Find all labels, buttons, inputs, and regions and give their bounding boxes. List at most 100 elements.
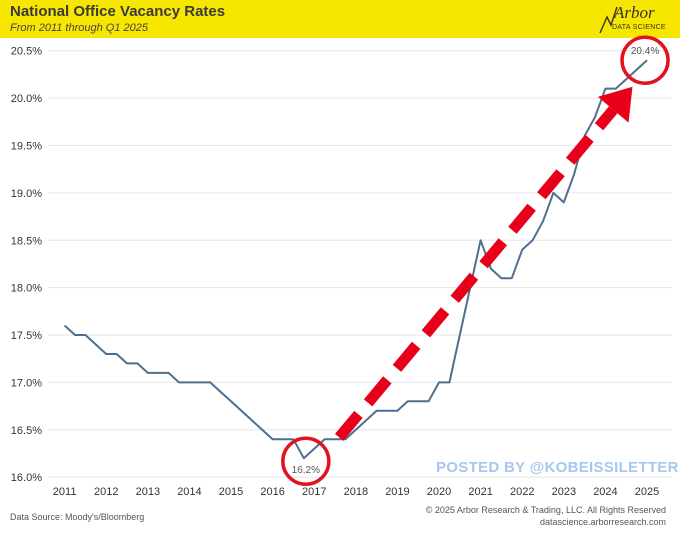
data-point xyxy=(126,362,128,364)
high-point-circle xyxy=(620,35,670,85)
x-tick-label: 2016 xyxy=(260,486,284,498)
data-point xyxy=(479,239,481,241)
x-tick-label: 2025 xyxy=(635,486,659,498)
data-point xyxy=(552,192,554,194)
data-point xyxy=(604,87,606,89)
copyright-note: © 2025 Arbor Research & Trading, LLC. Al… xyxy=(425,505,666,515)
data-point xyxy=(594,116,596,118)
data-point xyxy=(334,438,336,440)
low-point-circle xyxy=(281,436,331,486)
data-point xyxy=(427,400,429,402)
chart-title: National Office Vacancy Rates xyxy=(10,3,226,20)
data-point xyxy=(459,334,461,336)
data-point xyxy=(407,400,409,402)
data-point xyxy=(490,267,492,269)
data-point xyxy=(147,372,149,374)
gridlines xyxy=(48,50,672,478)
high-point-label: 20.4% xyxy=(631,46,659,57)
data-point xyxy=(251,419,253,421)
data-point xyxy=(74,334,76,336)
y-tick-label: 19.5% xyxy=(11,140,42,152)
data-point xyxy=(417,400,419,402)
data-point xyxy=(95,343,97,345)
data-point xyxy=(438,381,440,383)
x-tick-label: 2015 xyxy=(219,486,243,498)
data-point xyxy=(303,457,305,459)
data-point xyxy=(157,372,159,374)
y-tick-label: 20.0% xyxy=(11,93,42,105)
y-tick-label: 16.0% xyxy=(11,472,42,484)
data-point xyxy=(313,448,315,450)
data-point xyxy=(573,173,575,175)
source-url: datascience.arborresearch.com xyxy=(539,517,666,527)
y-tick-label: 18.5% xyxy=(11,235,42,247)
data-point xyxy=(271,438,273,440)
data-point xyxy=(542,220,544,222)
y-tick-label: 18.0% xyxy=(11,283,42,295)
y-tick-label: 17.5% xyxy=(11,330,42,342)
trend-arrow-shaft xyxy=(334,106,618,441)
data-point xyxy=(230,400,232,402)
data-point xyxy=(240,410,242,412)
x-tick-label: 2024 xyxy=(593,486,617,498)
data-point xyxy=(625,78,627,80)
data-point xyxy=(448,381,450,383)
x-tick-label: 2017 xyxy=(302,486,326,498)
data-point xyxy=(396,410,398,412)
x-tick-label: 2022 xyxy=(510,486,534,498)
data-point xyxy=(355,429,357,431)
data-point xyxy=(323,438,325,440)
y-tick-label: 19.0% xyxy=(11,188,42,200)
low-point-label: 16.2% xyxy=(292,465,320,476)
x-tick-label: 2014 xyxy=(177,486,201,498)
annotations: 16.2% 20.4% xyxy=(281,35,670,486)
data-point xyxy=(178,381,180,383)
data-point xyxy=(563,201,565,203)
data-point xyxy=(188,381,190,383)
x-tick-label: 2013 xyxy=(136,486,160,498)
data-point xyxy=(261,429,263,431)
data-point xyxy=(531,239,533,241)
x-tick-label: 2023 xyxy=(552,486,576,498)
data-source-note: Data Source: Moody's/Bloomberg xyxy=(10,512,145,522)
x-tick-label: 2021 xyxy=(468,486,492,498)
data-point xyxy=(365,419,367,421)
series-group xyxy=(63,59,648,460)
logo-mark-icon xyxy=(599,6,618,34)
data-point xyxy=(386,410,388,412)
chart-subtitle: From 2011 through Q1 2025 xyxy=(10,22,148,34)
watermark-text: POSTED BY @KOBEISSILETTER xyxy=(436,459,679,476)
data-point xyxy=(375,410,377,412)
data-point xyxy=(635,68,637,70)
y-tick-label: 20.5% xyxy=(11,46,42,58)
data-point xyxy=(219,391,221,393)
x-axis-ticks: 2011 2012 2013 2014 2015 2016 2017 2018 2019 2020… xyxy=(53,486,659,498)
data-point xyxy=(615,87,617,89)
logo-text: Arbor xyxy=(614,3,655,22)
x-tick-label: 2020 xyxy=(427,486,451,498)
data-point xyxy=(199,381,201,383)
data-point xyxy=(167,372,169,374)
series-line xyxy=(63,59,648,460)
data-point xyxy=(209,381,211,383)
data-point xyxy=(115,353,117,355)
data-point xyxy=(646,59,648,61)
y-tick-label: 16.5% xyxy=(11,425,42,437)
logo-subtext: DATA SCIENCE xyxy=(612,24,666,31)
arbor-logo: Arbor DATA SCIENCE xyxy=(598,3,676,35)
data-point xyxy=(136,362,138,364)
x-tick-label: 2012 xyxy=(94,486,118,498)
title-banner: National Office Vacancy Rates From 2011 … xyxy=(0,0,680,38)
data-point xyxy=(521,249,523,251)
x-tick-label: 2019 xyxy=(385,486,409,498)
y-axis-ticks: 16.0% 16.5% 17.0% 17.5% 18.0% 18.5% 19.0% 19.5%… xyxy=(11,46,42,484)
x-tick-label: 2011 xyxy=(53,486,77,498)
trend-arrow-head xyxy=(597,86,633,123)
data-point xyxy=(63,324,65,326)
data-point xyxy=(105,353,107,355)
data-point xyxy=(282,438,284,440)
x-tick-label: 2018 xyxy=(344,486,368,498)
data-point xyxy=(511,277,513,279)
data-point xyxy=(500,277,502,279)
